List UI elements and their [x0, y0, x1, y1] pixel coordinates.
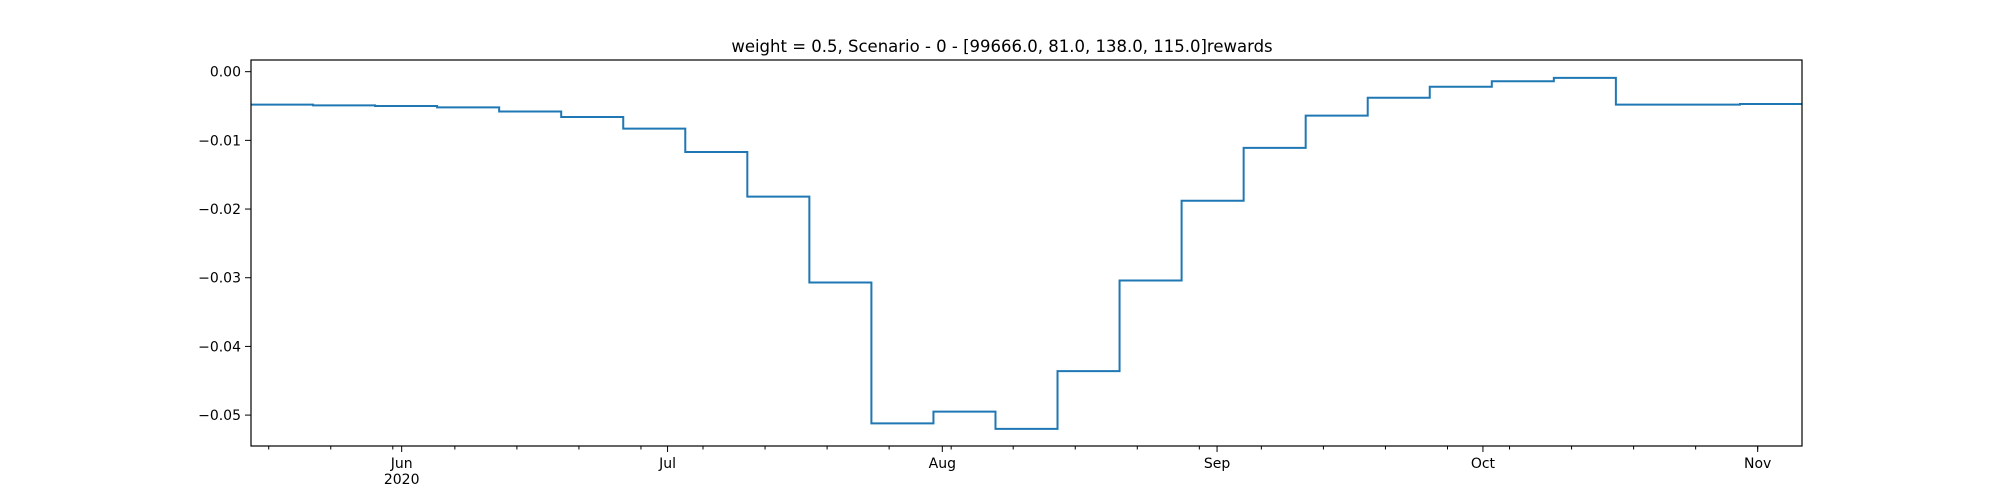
- y-tick-label: −0.02: [198, 202, 241, 218]
- y-tick-label: −0.04: [198, 339, 241, 355]
- x-tick-year-label: 2020: [384, 472, 420, 488]
- y-tick-label: −0.01: [198, 133, 241, 149]
- x-tick-label: Sep: [1204, 456, 1231, 472]
- x-tick-label: Aug: [929, 456, 956, 472]
- x-tick-label: Jun: [390, 456, 413, 472]
- y-tick-label: −0.03: [198, 271, 241, 287]
- reward-series-line: [251, 76, 1802, 430]
- x-tick-label: Jul: [658, 456, 676, 472]
- y-tick-label: 0.00: [210, 65, 241, 81]
- plot-area-frame: [250, 59, 1803, 447]
- y-tick-label: −0.05: [198, 408, 241, 424]
- series-layer: [251, 76, 1802, 430]
- chart-title: weight = 0.5, Scenario - 0 - [99666.0, 8…: [731, 37, 1272, 56]
- x-tick-label: Oct: [1471, 456, 1496, 472]
- x-tick-label: Nov: [1744, 456, 1771, 472]
